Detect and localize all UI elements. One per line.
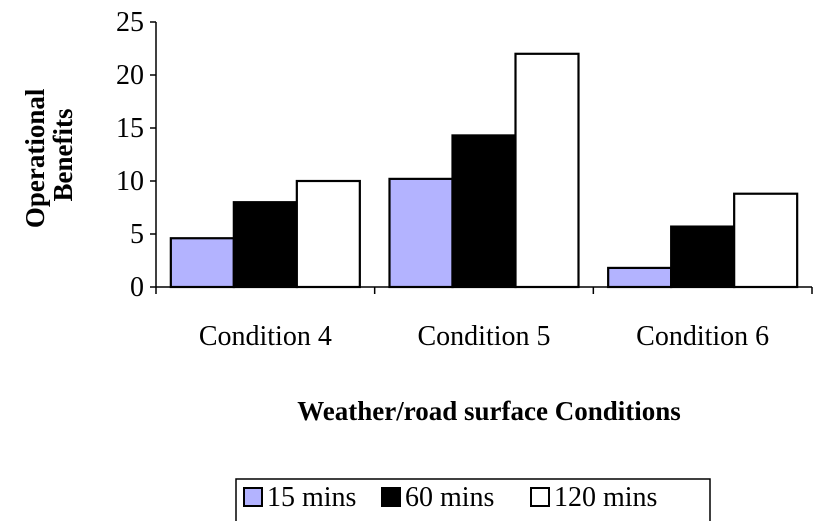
legend-label: 60 mins <box>405 482 494 513</box>
bar <box>169 237 235 289</box>
y-tick-label: 15 <box>116 113 144 144</box>
bar <box>607 266 673 289</box>
bar <box>295 179 361 289</box>
legend: 15 mins 60 mins 120 mins <box>235 478 711 521</box>
y-axis-title: Operational Benefits <box>20 82 78 228</box>
x-tick-label: Condition 5 <box>417 321 550 352</box>
bar <box>670 225 736 289</box>
legend-box <box>235 478 711 521</box>
bar <box>232 201 298 289</box>
y-axis: 0 5 10 15 20 25 <box>116 7 157 303</box>
y-tick-label: 25 <box>116 7 144 38</box>
x-axis-title: Weather/road surface Conditions <box>297 396 681 426</box>
legend-swatch <box>381 487 401 507</box>
y-axis-title-line-1: Operational <box>20 88 50 228</box>
legend-swatch <box>530 487 550 507</box>
y-tick-label: 0 <box>130 272 144 303</box>
bar <box>514 52 580 289</box>
y-axis-title-line-2: Benefits <box>48 109 78 202</box>
x-axis: Condition 4 Condition 5 Condition 6 <box>155 286 813 352</box>
legend-swatch <box>243 487 263 507</box>
y-tick-label: 20 <box>116 60 144 91</box>
legend-label: 120 mins <box>554 482 657 513</box>
bar <box>733 192 799 289</box>
bar <box>451 134 517 289</box>
bar <box>388 177 454 289</box>
x-tick-label: Condition 6 <box>636 321 769 352</box>
y-tick-label: 10 <box>116 166 144 197</box>
bars <box>169 52 799 289</box>
x-tick-label: Condition 4 <box>199 321 332 352</box>
y-tick-label: 5 <box>130 219 144 250</box>
legend-label: 15 mins <box>267 482 356 513</box>
